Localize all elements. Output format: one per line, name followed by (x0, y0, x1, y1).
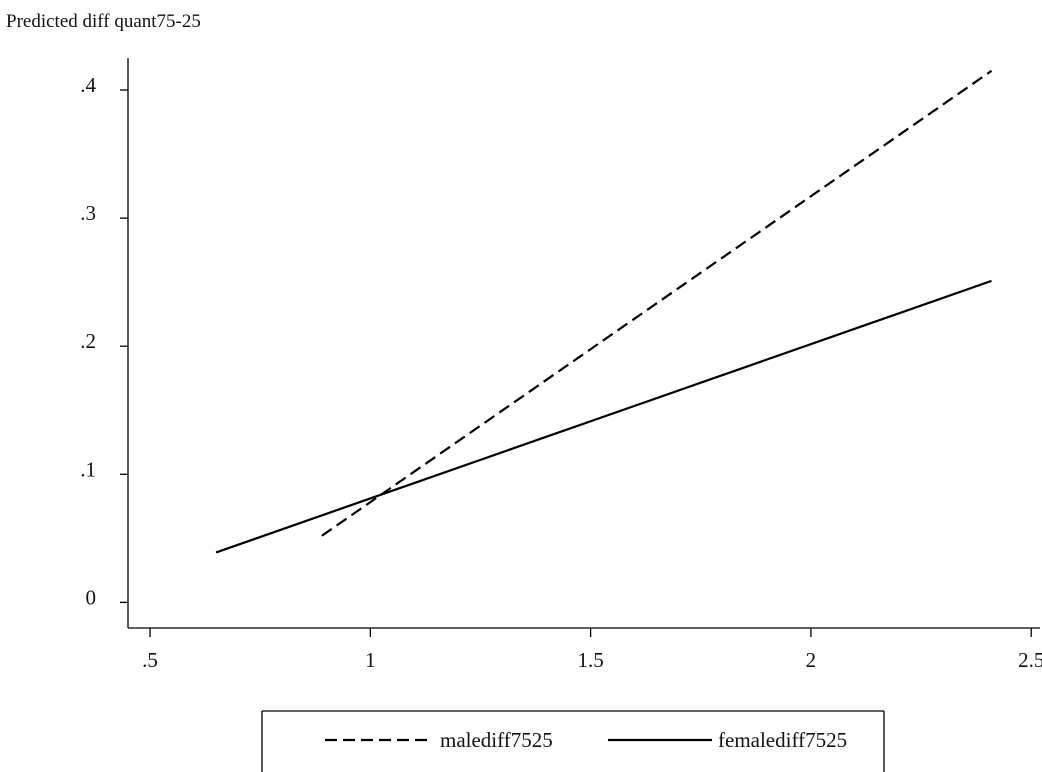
y-tick-label: 0 (86, 585, 97, 609)
x-tick-label: 2 (806, 648, 817, 672)
y-tick-label: .2 (80, 329, 96, 353)
legend: malediff7525 femalediff7525 (261, 710, 885, 772)
y-tick-label: .1 (80, 457, 96, 481)
x-ticks: .5 1 1.5 2 2.5 (142, 628, 1042, 672)
y-ticks: 0 .1 .2 .3 .4 (80, 73, 128, 609)
x-tick-label: 1.5 (577, 648, 603, 672)
legend-label-1: femalediff7525 (718, 728, 847, 752)
series-layer (215, 69, 993, 554)
legend-label-0: malediff7525 (440, 728, 553, 752)
x-tick-label: 1 (365, 648, 376, 672)
x-tick-label: .5 (142, 648, 158, 672)
y-tick-label: .4 (80, 73, 96, 97)
chart-title: Predicted diff quant75-25 (6, 11, 201, 32)
series-line-0 (321, 69, 993, 537)
y-tick-label: .3 (80, 201, 96, 225)
x-tick-label: 2.5 (1018, 648, 1042, 672)
series-line-1 (215, 279, 992, 554)
